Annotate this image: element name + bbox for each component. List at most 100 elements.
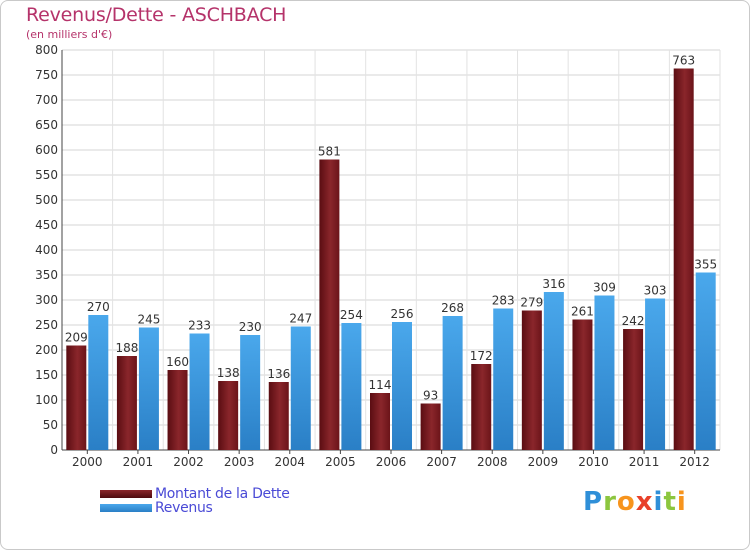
data-label-debt-2005: 581 — [318, 145, 341, 159]
bar-debt-2011 — [623, 329, 644, 450]
x-tick-label: 2012 — [679, 455, 710, 469]
bar-revenus-2008 — [493, 308, 514, 450]
legend-swatch-revenus — [100, 504, 152, 512]
bar-chart: 0 50 100 150 200 250 300 350 400 450 500 550 600 650 7… — [35, 43, 721, 469]
y-tick-label: 500 — [35, 193, 58, 207]
bar-revenus-2011 — [645, 298, 666, 450]
data-label-revenus-2002: 233 — [188, 319, 211, 333]
logo-letter: P — [583, 487, 604, 517]
y-tick-label: 400 — [35, 243, 58, 257]
bar-debt-2008 — [471, 364, 492, 450]
x-tick-label: 2007 — [426, 455, 457, 469]
data-label-revenus-2011: 303 — [644, 284, 667, 298]
x-tick-label: 2010 — [578, 455, 609, 469]
bar-debt-2006 — [370, 393, 390, 450]
data-label-revenus-2009: 316 — [542, 277, 565, 291]
bar-debt-2002 — [167, 370, 188, 450]
bar-revenus-2001 — [138, 327, 159, 450]
x-tick-label: 2006 — [376, 455, 407, 469]
data-label-revenus-2010: 309 — [593, 281, 616, 295]
data-label-debt-2000: 209 — [65, 331, 88, 345]
bars — [66, 68, 716, 450]
data-label-debt-2001: 188 — [115, 341, 138, 355]
bar-revenus-2012 — [695, 272, 716, 450]
y-tick-label: 450 — [35, 218, 58, 232]
x-tick-label: 2000 — [72, 455, 103, 469]
y-tick-label: 150 — [35, 368, 58, 382]
data-label-revenus-2008: 283 — [492, 294, 515, 308]
data-label-revenus-2003: 230 — [239, 320, 262, 334]
x-tick-label: 2003 — [224, 455, 255, 469]
logo-letter: i — [676, 487, 687, 517]
bar-debt-2009 — [521, 310, 542, 450]
y-tick-label: 650 — [35, 118, 58, 132]
data-label-debt-2004: 136 — [267, 367, 290, 381]
bar-revenus-2010 — [594, 295, 615, 450]
data-label-debt-2006: 114 — [369, 378, 392, 392]
y-tick-label: 250 — [35, 318, 58, 332]
legend-swatch-debt — [100, 490, 152, 498]
logo-letter: i — [653, 487, 664, 517]
x-tick-label: 2004 — [274, 455, 305, 469]
logo-letter: o — [616, 487, 636, 517]
y-tick-label: 0 — [50, 443, 58, 457]
x-tick-label: 2002 — [173, 455, 204, 469]
data-label-revenus-2001: 245 — [137, 313, 160, 327]
logo-letter: r — [603, 487, 617, 517]
chart-subtitle: (en milliers d'€) — [26, 28, 113, 41]
bar-revenus-2000 — [88, 315, 109, 450]
bar-revenus-2007 — [442, 316, 463, 450]
x-tick-label: 2011 — [629, 455, 660, 469]
legend-label-debt: Montant de la Dette — [155, 486, 290, 502]
bar-debt-2012 — [673, 68, 694, 450]
bar-debt-2003 — [218, 381, 239, 450]
data-label-debt-2003: 138 — [217, 366, 240, 380]
y-tick-label: 300 — [35, 293, 58, 307]
bar-revenus-2002 — [189, 333, 210, 450]
data-label-revenus-2004: 247 — [289, 312, 312, 326]
bar-revenus-2009 — [543, 292, 564, 450]
x-tick-label: 2001 — [123, 455, 154, 469]
data-label-debt-2008: 172 — [470, 349, 493, 363]
bar-debt-2001 — [116, 356, 137, 450]
bar-debt-2004 — [268, 382, 289, 450]
x-tick-label: 2009 — [528, 455, 559, 469]
bar-revenus-2003 — [240, 335, 261, 450]
data-label-revenus-2006: 256 — [391, 307, 414, 321]
data-label-debt-2002: 160 — [166, 355, 189, 369]
data-label-debt-2009: 279 — [520, 296, 543, 310]
data-label-revenus-2012: 355 — [694, 258, 717, 272]
x-tick-label: 2008 — [477, 455, 508, 469]
bar-revenus-2005 — [341, 323, 362, 450]
bar-debt-2010 — [572, 319, 593, 450]
legend-label-revenus: Revenus — [155, 500, 213, 516]
y-tick-label: 550 — [35, 168, 58, 182]
y-tick-label: 350 — [35, 268, 58, 282]
y-tick-label: 200 — [35, 343, 58, 357]
logo-letter: t — [663, 487, 677, 517]
x-tick-label: 2005 — [325, 455, 356, 469]
y-tick-label: 700 — [35, 93, 58, 107]
data-label-debt-2012: 763 — [672, 54, 695, 68]
y-tick-label: 800 — [35, 43, 58, 57]
data-labels: 209 270 188 245 160 233 138 230 136 247 581 254 114 2… — [65, 54, 717, 403]
bar-debt-2007 — [420, 403, 441, 450]
bar-debt-2000 — [66, 345, 87, 450]
y-tick-label: 100 — [35, 393, 58, 407]
bar-revenus-2006 — [392, 322, 412, 450]
y-tick-label: 600 — [35, 143, 58, 157]
data-label-debt-2010: 261 — [571, 305, 594, 319]
chart-title: Revenus/Dette - ASCHBACH — [26, 4, 287, 26]
y-tick-label: 750 — [35, 68, 58, 82]
data-label-debt-2011: 242 — [622, 314, 645, 328]
bar-debt-2005 — [319, 159, 340, 450]
logo-letter: x — [635, 487, 654, 517]
data-label-debt-2007: 93 — [423, 389, 438, 403]
data-label-revenus-2005: 254 — [340, 308, 363, 322]
data-label-revenus-2000: 270 — [87, 300, 110, 314]
bar-revenus-2004 — [290, 326, 311, 450]
data-label-revenus-2007: 268 — [441, 301, 464, 315]
y-tick-label: 50 — [43, 418, 58, 432]
axes: 0 50 100 150 200 250 300 350 400 450 500 550 600 650 7… — [35, 43, 720, 469]
proxiti-logo: Proxiti — [583, 487, 687, 517]
